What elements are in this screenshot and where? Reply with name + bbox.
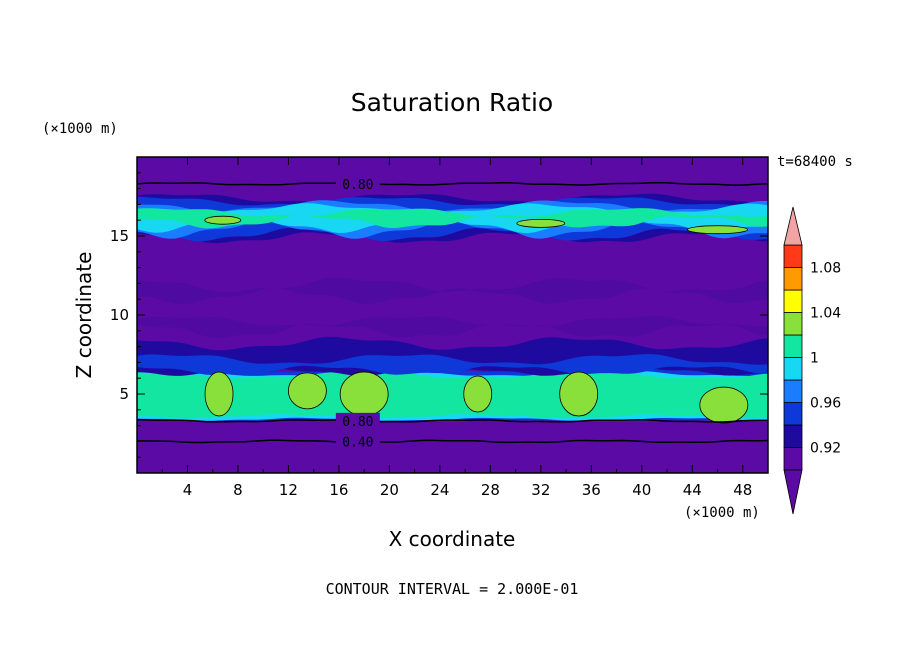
colorbar-tick-label: 1.08 <box>810 261 841 277</box>
supersaturated-patch <box>687 225 748 235</box>
chart-title: Saturation Ratio <box>351 88 553 117</box>
colorbar-extend-top <box>783 206 803 246</box>
x-tick-label: 36 <box>582 481 601 499</box>
x-tick-label: 48 <box>733 481 752 499</box>
contour-label: 0.80 <box>342 178 373 193</box>
colorbar-tick-label: 1 <box>810 351 819 367</box>
band-dry-streak <box>137 315 768 339</box>
y-unit-label: (×1000 m) <box>42 121 118 137</box>
contour-label: 0.40 <box>342 435 373 450</box>
x-tick-label: 44 <box>683 481 702 499</box>
contour-label-bg <box>335 433 380 450</box>
band-upper-green <box>137 208 768 229</box>
supersaturated-patches <box>204 215 749 424</box>
colorbar-segment <box>783 424 803 448</box>
x-tick-label: 40 <box>632 481 651 499</box>
contour-label-bg <box>335 175 380 192</box>
colorbar-tick-label: 1.04 <box>810 306 841 322</box>
time-label: t=68400 s <box>777 154 853 170</box>
contour-lines: 0.80 0.80 0.40 <box>137 175 768 450</box>
colorbar-segment <box>783 402 803 426</box>
contour-label-bg <box>335 412 380 429</box>
supersaturated-patch <box>559 371 599 417</box>
x-tick-label: 12 <box>279 481 298 499</box>
supersaturated-patch <box>699 386 749 424</box>
x-tick-label: 4 <box>183 481 193 499</box>
x-unit-label: (×1000 m) <box>684 505 760 521</box>
supersaturated-patch <box>204 215 242 225</box>
supersaturated-patch <box>287 372 327 410</box>
band-mid-blue <box>137 354 768 375</box>
colorbar-segment <box>783 379 803 403</box>
contour-line <box>137 181 768 186</box>
contour-line <box>137 419 768 423</box>
colorbar-segment <box>783 267 803 291</box>
contour-interval-note: CONTOUR INTERVAL = 2.000E-01 <box>326 580 579 598</box>
band-dry-streak <box>137 277 768 305</box>
colorbar-segment <box>783 447 803 471</box>
colorbar-segment <box>783 334 803 358</box>
x-tick-label: 24 <box>430 481 449 499</box>
x-tick-label: 28 <box>481 481 500 499</box>
colorbar-tick-label: 0.92 <box>810 441 841 457</box>
x-tick-label: 8 <box>233 481 243 499</box>
y-axis-ticks: 5 10 15 <box>110 172 768 458</box>
x-axis-ticks: 4 8 12 16 20 24 28 32 36 40 44 48 <box>161 157 752 499</box>
y-axis-label: Z coordinate <box>72 252 96 379</box>
colorbar-extend-bottom <box>783 469 803 515</box>
colorbar-tick-label: 0.96 <box>810 396 841 412</box>
y-tick-label: 5 <box>119 385 129 403</box>
x-axis-label: X coordinate <box>389 527 516 551</box>
colorbar: 0.92 0.96 1 1.04 1.08 <box>783 206 841 515</box>
colorbar-segment <box>783 244 803 268</box>
supersaturated-patch <box>339 371 389 417</box>
y-tick-label: 10 <box>110 306 129 324</box>
colorbar-segment <box>783 357 803 381</box>
plot-area: 0.80 0.80 0.40 <box>137 157 768 473</box>
contour-line <box>137 439 768 444</box>
supersaturated-patch <box>204 371 234 417</box>
supersaturated-patch <box>463 375 493 413</box>
colorbar-segment <box>783 312 803 336</box>
y-tick-label: 15 <box>110 227 129 245</box>
contour-label: 0.80 <box>342 415 373 430</box>
supersaturated-patch <box>516 218 566 228</box>
x-tick-label: 32 <box>531 481 550 499</box>
x-tick-label: 16 <box>329 481 348 499</box>
x-tick-label: 20 <box>380 481 399 499</box>
colorbar-segment <box>783 289 803 313</box>
